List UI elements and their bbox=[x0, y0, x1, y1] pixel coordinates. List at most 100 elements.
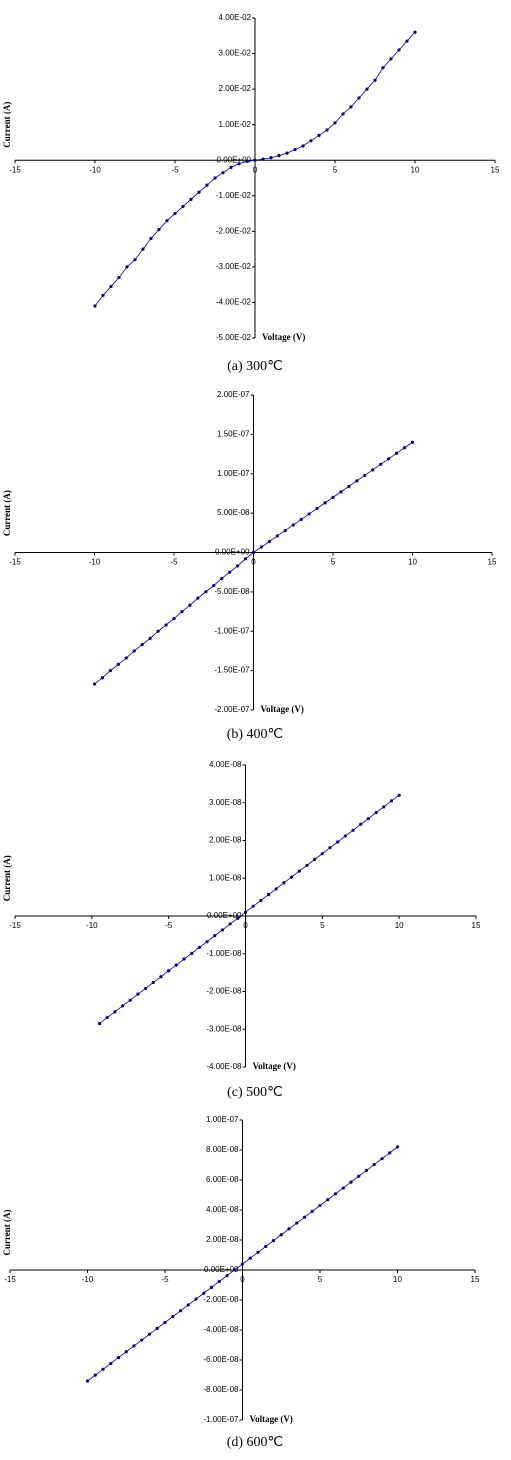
y-tick-label: -4.00E-08 bbox=[206, 1062, 242, 1071]
x-tick-label: 5 bbox=[331, 558, 336, 567]
data-point bbox=[299, 517, 303, 522]
x-axis-label: Voltage (V) bbox=[262, 332, 305, 342]
y-tick-label: 1.00E-08 bbox=[209, 873, 242, 882]
data-point bbox=[159, 975, 163, 979]
data-point bbox=[197, 190, 201, 194]
data-point bbox=[220, 928, 225, 932]
x-tick-label: 0 bbox=[243, 921, 248, 930]
y-tick-label: 3.00E-08 bbox=[209, 798, 242, 807]
data-point bbox=[290, 875, 294, 879]
data-point bbox=[267, 539, 271, 544]
y-tick-label: 8.00E-08 bbox=[206, 1145, 239, 1154]
y-tick-label: 1.00E-07 bbox=[206, 1115, 239, 1124]
chart: 4.00E-02 3.00E-02 2.00E-02 1.00E-02 0.00E+00… bbox=[2, 13, 500, 374]
data-point bbox=[133, 258, 137, 262]
x-tick-label: -10 bbox=[89, 165, 101, 174]
data-point bbox=[171, 1315, 175, 1319]
data-point bbox=[209, 1285, 214, 1289]
data-point bbox=[277, 154, 281, 158]
data-point bbox=[310, 1209, 314, 1213]
data-point bbox=[237, 162, 241, 166]
data-point bbox=[132, 1344, 136, 1348]
caption: (a) 300℃ bbox=[227, 359, 283, 374]
y-tick-label: -5.00E-08 bbox=[214, 587, 250, 596]
data-point bbox=[105, 1015, 109, 1020]
data-point bbox=[387, 457, 391, 461]
data-point bbox=[371, 468, 375, 472]
data-point bbox=[202, 1291, 206, 1295]
y-tick-label: -1.50E-07 bbox=[214, 666, 250, 675]
x-axis-label: Voltage (V) bbox=[261, 704, 304, 714]
x-tick-label: 5 bbox=[318, 1275, 323, 1284]
data-point bbox=[220, 576, 224, 581]
y-tick-label: -3.00E-08 bbox=[206, 1024, 242, 1033]
data-point bbox=[333, 1192, 338, 1196]
data-point bbox=[341, 1186, 345, 1190]
data-point bbox=[279, 1233, 283, 1237]
y-axis-label: Current (A) bbox=[2, 855, 12, 901]
data-point bbox=[302, 1215, 307, 1219]
x-tick-label: -5 bbox=[161, 1275, 169, 1284]
data-point bbox=[167, 969, 171, 973]
data-point bbox=[405, 39, 409, 43]
data-point bbox=[182, 957, 186, 961]
x-tick-label: -5 bbox=[171, 165, 179, 174]
x-tick-label: 10 bbox=[393, 1275, 402, 1284]
data-point bbox=[397, 793, 401, 797]
data-point bbox=[297, 869, 301, 873]
data-point bbox=[85, 1379, 90, 1383]
data-point bbox=[205, 940, 209, 944]
y-tick-label: -2.00E-08 bbox=[206, 987, 242, 996]
data-point bbox=[389, 799, 394, 803]
data-point bbox=[151, 980, 155, 985]
data-point bbox=[256, 1250, 260, 1254]
data-point bbox=[349, 1180, 353, 1184]
x-tick-label: -5 bbox=[165, 921, 173, 930]
data-point bbox=[315, 506, 319, 510]
x-tick-label: 15 bbox=[491, 165, 500, 174]
data-point bbox=[101, 1367, 105, 1371]
data-point bbox=[402, 446, 407, 450]
x-tick-label: -10 bbox=[89, 558, 101, 567]
x-tick-label: -5 bbox=[170, 558, 178, 567]
data-point bbox=[410, 440, 415, 444]
data-point bbox=[347, 484, 351, 488]
x-tick-label: -10 bbox=[82, 1275, 94, 1284]
data-point bbox=[328, 846, 332, 850]
data-point bbox=[282, 881, 286, 885]
data-point bbox=[333, 121, 337, 125]
data-point bbox=[382, 805, 386, 809]
data-point bbox=[253, 158, 257, 162]
data-point bbox=[213, 934, 217, 938]
data-point bbox=[163, 1320, 167, 1325]
data-point bbox=[164, 623, 168, 627]
data-point bbox=[313, 857, 317, 861]
data-point bbox=[155, 1326, 159, 1330]
data-point bbox=[318, 1203, 322, 1208]
x-axis-label: Voltage (V) bbox=[250, 1414, 293, 1424]
data-point bbox=[349, 105, 353, 109]
y-tick-label: -2.00E-07 bbox=[214, 705, 250, 714]
data-point bbox=[140, 643, 144, 647]
data-point bbox=[357, 96, 361, 100]
data-point bbox=[124, 1350, 128, 1354]
data-point bbox=[283, 528, 287, 533]
y-tick-label: 1.00E-02 bbox=[219, 120, 252, 129]
x-tick-label: 5 bbox=[320, 921, 325, 930]
x-tick-label: 5 bbox=[333, 165, 338, 174]
y-tick-label: -5.00E-02 bbox=[216, 333, 252, 342]
data-point bbox=[236, 564, 240, 568]
data-point bbox=[229, 165, 233, 169]
data-point bbox=[395, 451, 399, 455]
x-tick-label: 0 bbox=[251, 558, 256, 567]
x-tick-label: 15 bbox=[488, 558, 497, 567]
data-point bbox=[307, 512, 311, 516]
data-point bbox=[271, 1239, 276, 1243]
data-point bbox=[180, 609, 184, 614]
y-tick-label: 0.00E+00 bbox=[204, 1265, 239, 1274]
y-tick-label: 5.00E-08 bbox=[217, 508, 250, 517]
data-point bbox=[204, 590, 208, 594]
data-point bbox=[343, 834, 347, 838]
data-point bbox=[320, 852, 324, 856]
